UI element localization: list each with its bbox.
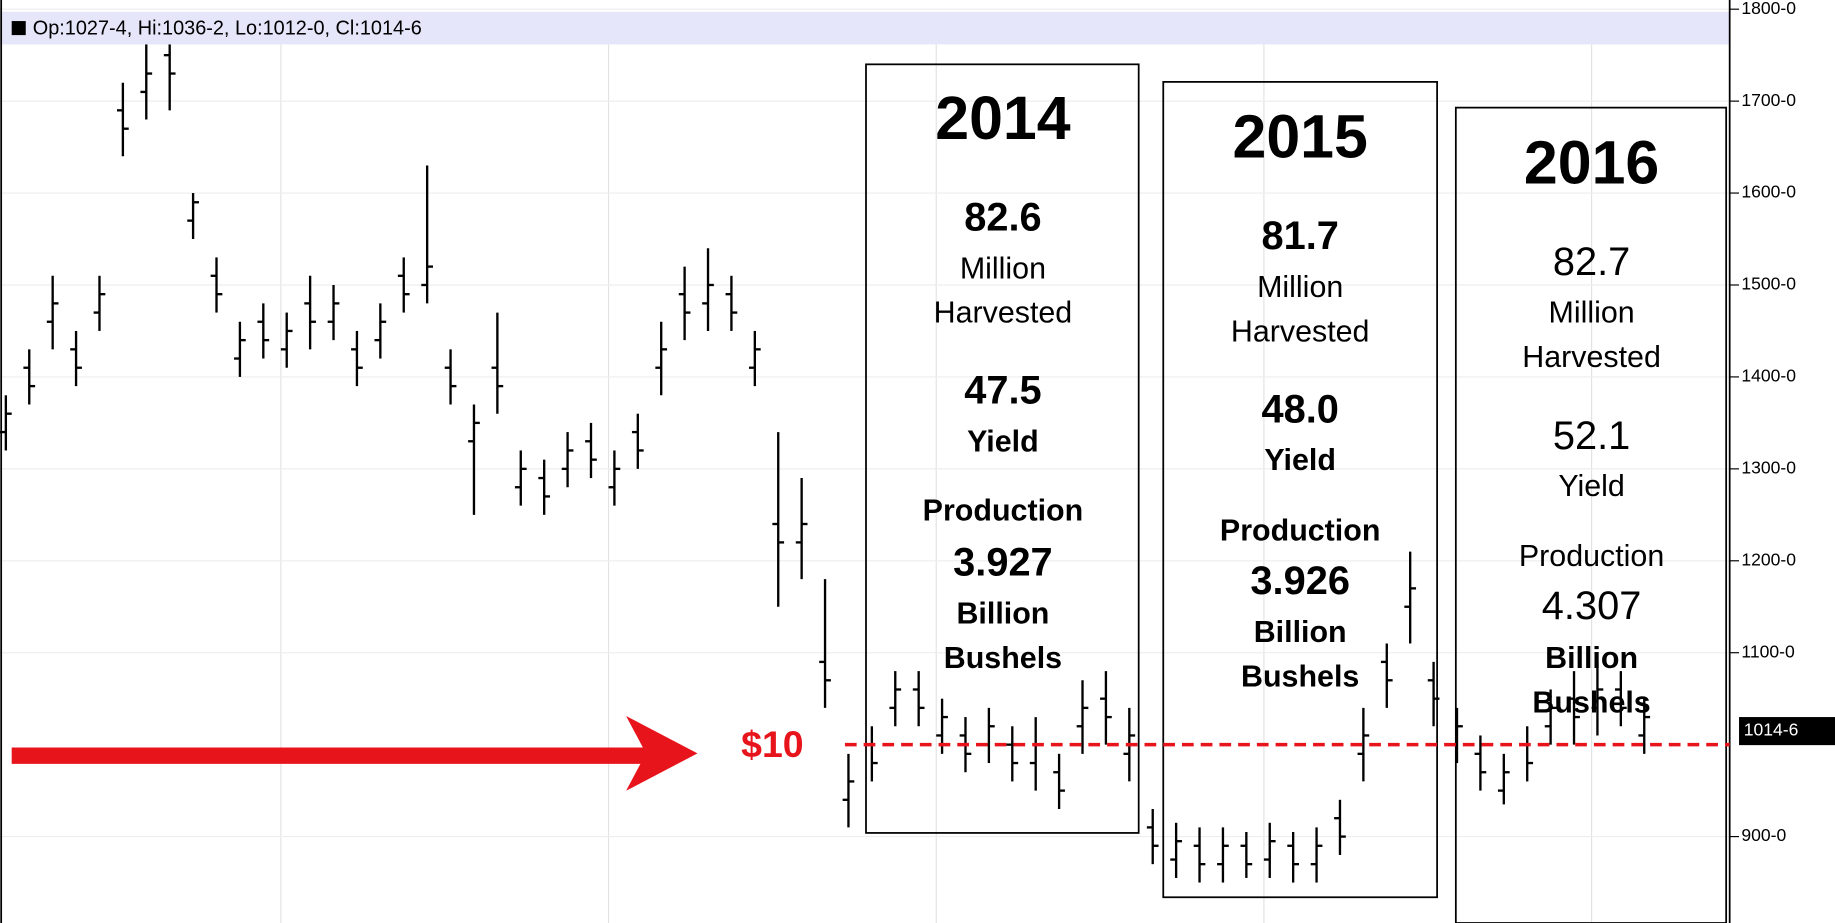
panel-production: 4.307 [1542, 584, 1642, 628]
panel-production: 3.926 [1250, 559, 1350, 603]
panel-text: Production [1220, 513, 1380, 547]
panel-box [865, 63, 1140, 834]
panel-box [1162, 81, 1438, 899]
y-tick-label: 900-0 [1741, 825, 1786, 845]
panel-acres: 82.6 [964, 195, 1041, 239]
header-icon [11, 21, 26, 36]
panel-text: Million [1548, 296, 1634, 330]
panel-acres: 81.7 [1261, 214, 1338, 258]
panel-text: Production [923, 493, 1083, 527]
panel-text: Billion [1545, 641, 1638, 675]
panel-text: Yield [967, 424, 1039, 458]
panel-acres: 82.7 [1553, 240, 1630, 284]
y-tick-label: 1800-0 [1741, 0, 1796, 18]
panel-text: Harvested [1231, 314, 1370, 348]
panel-text: Bushels [1241, 660, 1359, 694]
y-tick-label: 1100-0 [1741, 641, 1795, 661]
panel-year: 2015 [1233, 103, 1368, 171]
y-tick-label: 1500-0 [1741, 274, 1796, 294]
panel-2015: 2015 81.7 Million Harvested 48.0 Yield P… [1220, 103, 1380, 694]
panel-year: 2016 [1524, 128, 1659, 196]
panel-text: Harvested [934, 296, 1073, 330]
panel-text: Harvested [1522, 340, 1661, 374]
panel-text: Billion [956, 596, 1049, 630]
panel-text: Yield [1558, 469, 1624, 503]
y-tick-label: 1600-0 [1741, 182, 1796, 202]
panel-text: Million [1257, 270, 1343, 304]
panel-text: Yield [1264, 443, 1336, 477]
last-price-label: 1014-6 [1744, 720, 1799, 740]
grid [0, 8, 1730, 923]
reference-label: $10 [741, 723, 803, 765]
y-tick-label: 1400-0 [1741, 366, 1796, 386]
y-tick-label: 1700-0 [1741, 90, 1796, 110]
last-price-box [1739, 717, 1835, 746]
panel-text: Bushels [944, 641, 1062, 675]
panel-yield: 48.0 [1261, 387, 1338, 431]
y-tick-label: 1200-0 [1741, 549, 1796, 569]
panel-text: Million [960, 251, 1046, 285]
panel-production: 3.927 [953, 541, 1053, 585]
panel-text: Billion [1254, 615, 1347, 649]
header-bar [0, 11, 1730, 45]
panel-text: Bushels [1532, 685, 1650, 719]
y-tick-label: 1300-0 [1741, 457, 1796, 477]
panel-2016: 2016 82.7 Million Harvested 52.1 Yield P… [1519, 128, 1664, 719]
panel-year: 2014 [935, 84, 1071, 152]
panel-text: Production [1519, 539, 1664, 573]
panel-yield: 47.5 [964, 369, 1041, 413]
panel-box [1454, 106, 1728, 923]
arrow-head [626, 715, 698, 791]
panel-2014: 2014 82.6 Million Harvested 47.5 Yield P… [923, 84, 1083, 675]
panel-yield: 52.1 [1553, 414, 1630, 458]
header-ohlc: Op:1027-4, Hi:1036-2, Lo:1012-0, Cl:1014… [33, 17, 422, 39]
